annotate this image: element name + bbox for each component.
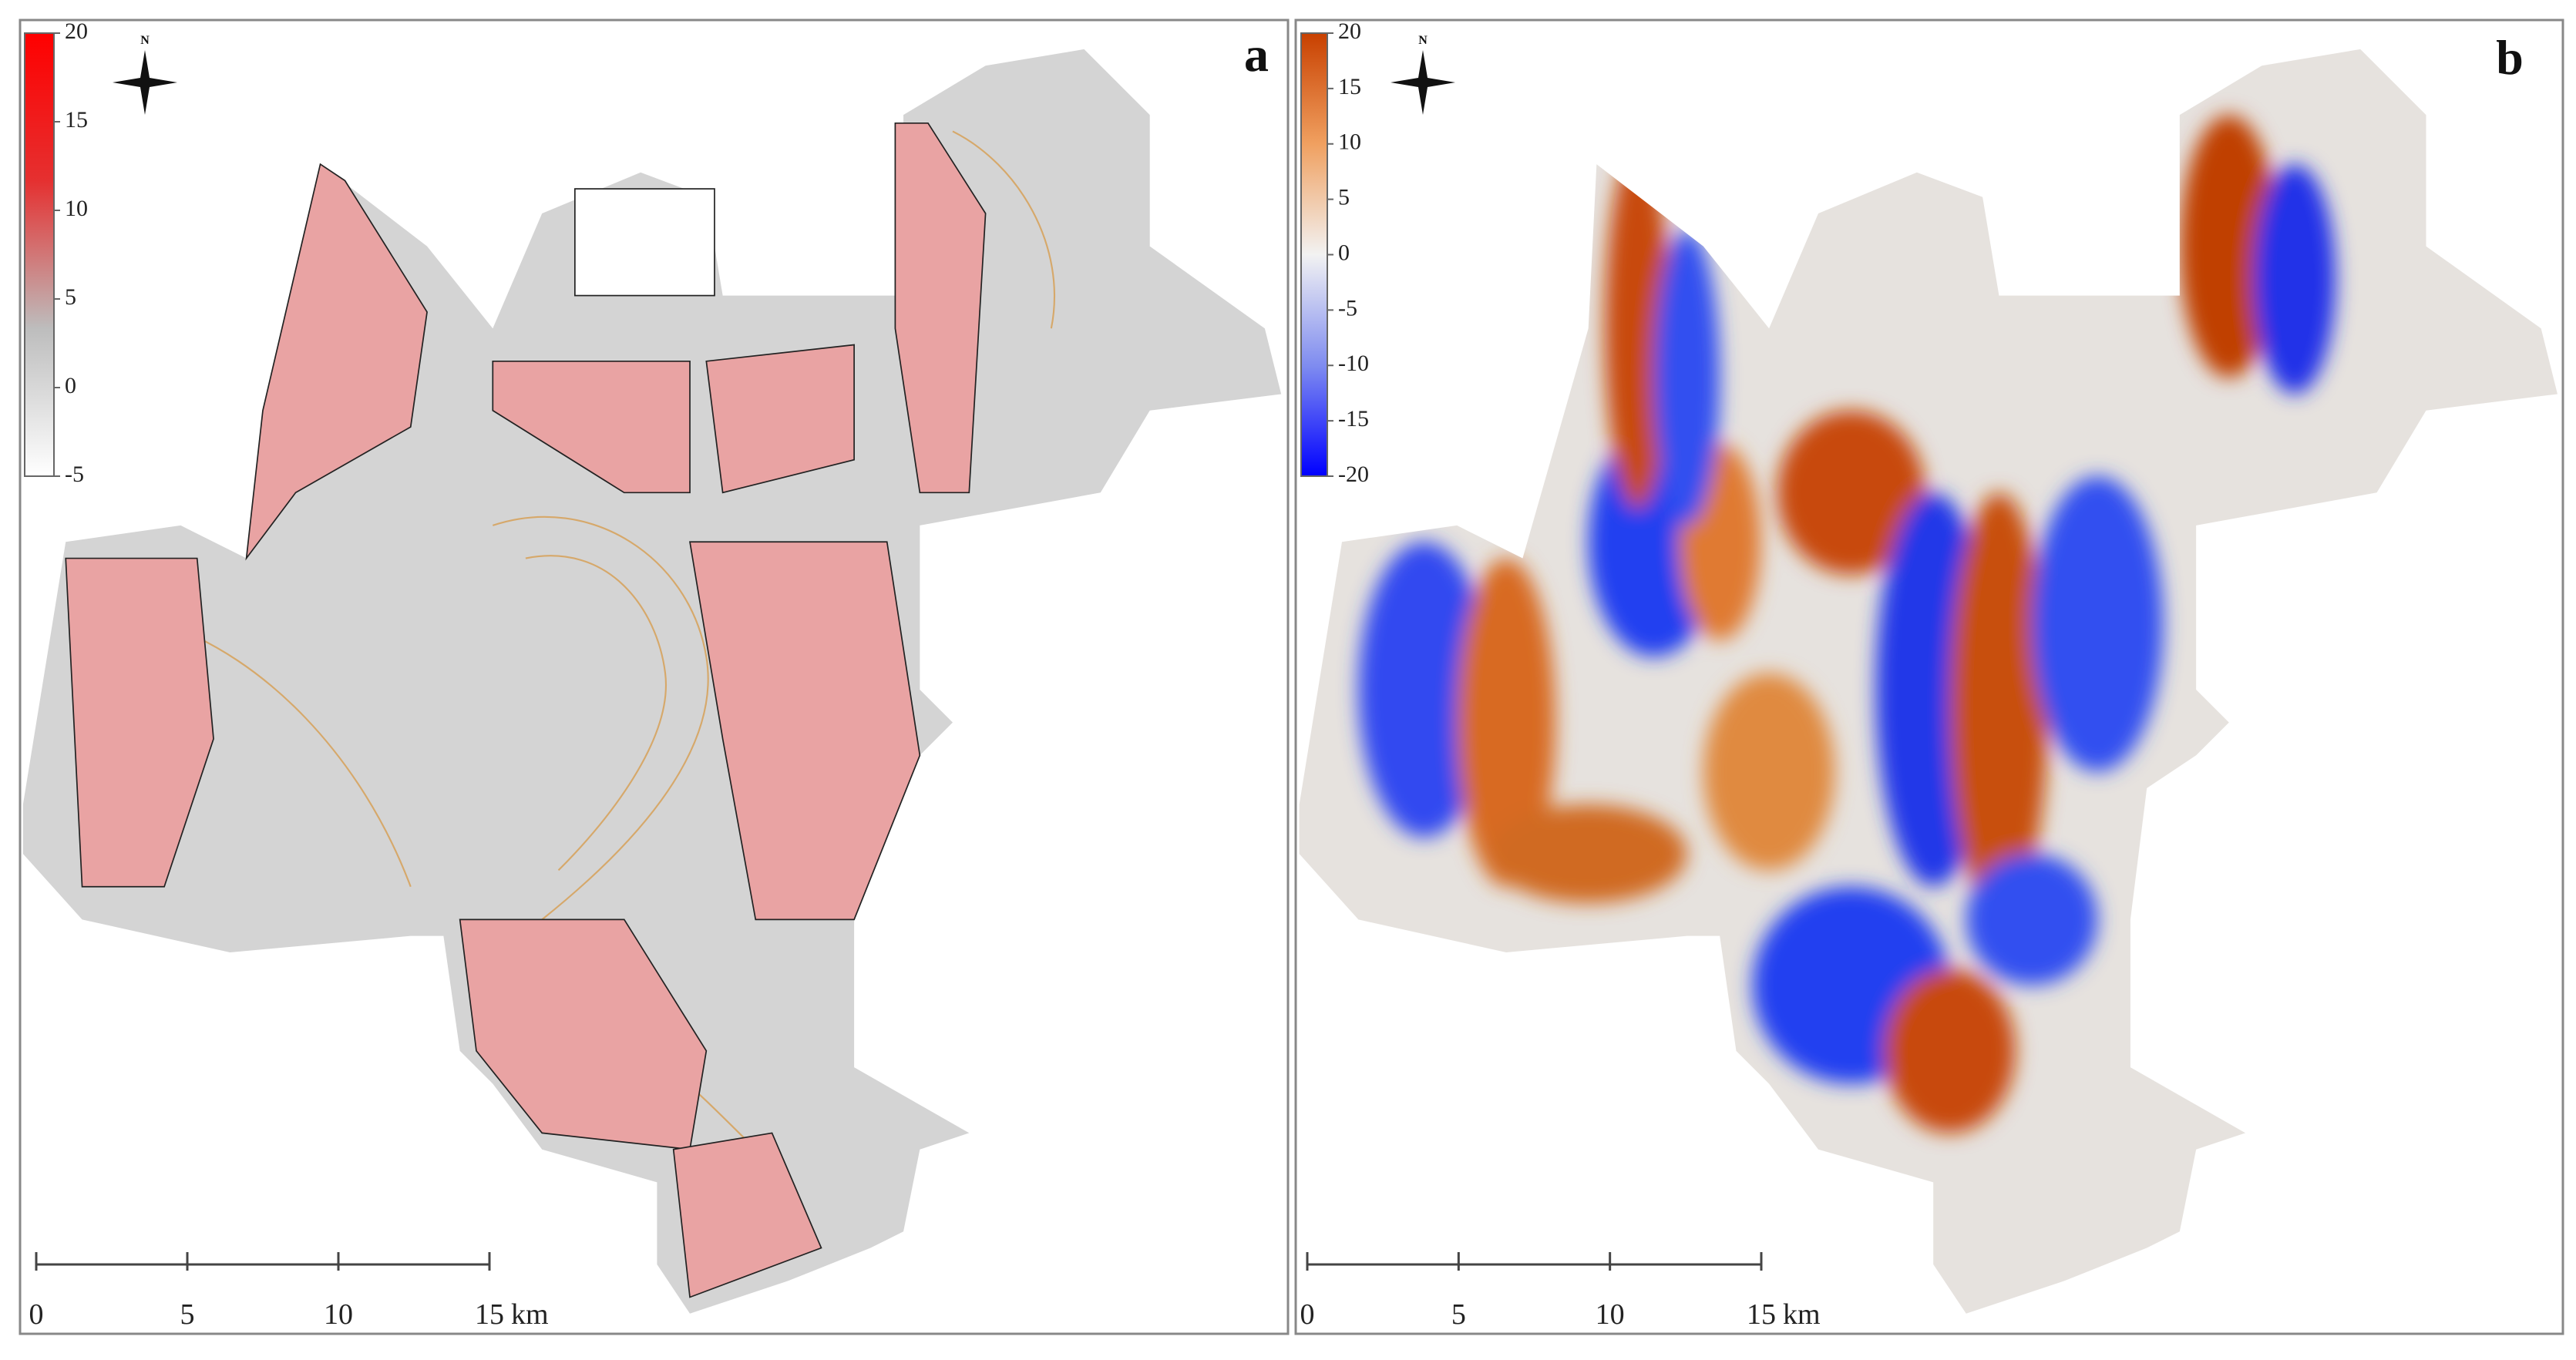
panel-label: b [2496,30,2524,85]
colorbar-tick-label: -5 [65,462,84,487]
colorbar-tick-label: -5 [1338,295,1357,321]
scale-tick-label: 0 [1300,1298,1315,1331]
north-arrow [113,50,177,115]
colorbar-tick-label: 20 [1338,18,1361,44]
colorbar-tick-label: 5 [1338,185,1350,210]
colorbar-tick-label: 10 [1338,129,1361,155]
colorbar-tick-label: 0 [65,373,76,398]
colorbar-tick-label: 15 [1338,74,1361,99]
north-label: N [140,34,150,47]
scale-tick-label: 10 [324,1298,353,1331]
colorbar-tick-label: 15 [65,107,88,133]
map-b [1299,49,2558,1314]
panel-label: a [1244,27,1269,82]
colorbar-tick-label: -10 [1338,351,1369,376]
north-arrow [1391,50,1455,115]
scale-tick-label: 5 [1451,1298,1466,1331]
scale-unit: km [1783,1298,1821,1331]
colorbar-tick-label: -15 [1338,406,1369,432]
scale-tick-label: 15 [1747,1298,1776,1331]
colorbar-tick-label: 20 [65,18,88,44]
scale-tick-label: 15 [475,1298,504,1331]
scale-tick-label: 5 [180,1298,195,1331]
colorbar [1300,32,1328,477]
colorbar-tick-label: 0 [1338,240,1350,265]
scale-tick-label: 10 [1596,1298,1625,1331]
north-label: N [1418,34,1428,47]
scale-unit: km [511,1298,549,1331]
colorbar-tick-label: 10 [65,196,88,221]
colorbar [24,32,55,477]
colorbar-tick-label: -20 [1338,462,1369,487]
colorbar-tick-label: 5 [65,284,76,310]
scale-tick-label: 0 [29,1298,44,1331]
map-a [22,49,1282,1314]
